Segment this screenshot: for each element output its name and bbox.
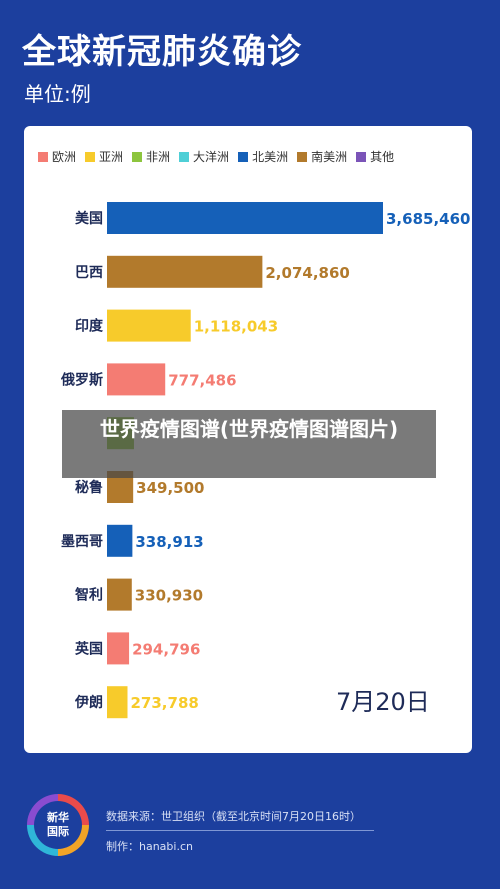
legend-label: 北美洲 <box>252 150 289 164</box>
bar <box>107 309 191 342</box>
xinhua-logo: 新华 国际 <box>27 794 89 856</box>
value-label: 349,500 <box>136 479 204 497</box>
footer-divider <box>106 830 374 831</box>
value-label: 338,913 <box>135 533 203 551</box>
legend-label: 欧洲 <box>52 150 77 164</box>
category-label: 智利 <box>74 587 103 604</box>
legend-swatch <box>85 151 96 162</box>
bar <box>107 524 133 557</box>
legend-item: 北美洲 <box>238 148 288 165</box>
legend-swatch <box>238 151 249 162</box>
legend-item: 非洲 <box>132 148 170 165</box>
legend-item: 欧洲 <box>38 148 76 165</box>
logo-text-line1: 新华 <box>47 811 69 824</box>
legend-label: 非洲 <box>146 150 171 164</box>
legend-item: 亚洲 <box>85 148 123 165</box>
value-label: 1,118,043 <box>194 318 278 336</box>
logo-text-line2: 国际 <box>47 825 69 838</box>
legend-label: 亚洲 <box>99 150 124 164</box>
category-label: 伊朗 <box>74 694 103 711</box>
legend-item: 大洋洲 <box>179 148 229 165</box>
legend-swatch <box>297 151 308 162</box>
category-label: 俄罗斯 <box>60 371 103 388</box>
legend-swatch <box>356 151 367 162</box>
unit-label: 单位:例 <box>24 82 91 106</box>
caption-overlay: 世界疫情图谱(世界疫情图谱图片) <box>62 410 436 478</box>
value-label: 273,788 <box>131 694 199 712</box>
page-title: 全球新冠肺炎确诊 <box>22 32 302 72</box>
legend-label: 其他 <box>370 150 395 164</box>
value-label: 330,930 <box>135 587 203 605</box>
category-label: 美国 <box>75 210 103 227</box>
category-label: 英国 <box>74 640 103 657</box>
value-label: 3,685,460 <box>386 210 470 228</box>
legend-label: 大洋洲 <box>193 150 230 164</box>
category-label: 秘鲁 <box>75 479 103 496</box>
legend-item: 其他 <box>356 148 394 165</box>
data-source: 数据来源：世卫组织（截至北京时间7月20日16时） <box>106 810 361 823</box>
category-label: 印度 <box>75 318 104 335</box>
bar-chart: 美国 3,685,460 巴西 2,074,860 印度 1,118,043 俄罗斯 777,… <box>60 202 470 719</box>
date-label: 7月20日 <box>336 688 430 716</box>
value-label: 294,796 <box>132 640 200 658</box>
category-label: 墨西哥 <box>61 534 103 550</box>
value-label: 2,074,860 <box>265 264 349 282</box>
bar <box>107 202 383 234</box>
bar <box>107 632 130 665</box>
legend-swatch <box>38 151 48 162</box>
bar <box>107 686 128 719</box>
legend-swatch <box>179 151 190 162</box>
maker-credit: 制作：hanabi.cn <box>106 840 193 853</box>
chart-legend: 欧洲 亚洲 非洲 大洋洲 北美洲 南美洲 其他 <box>38 148 394 165</box>
value-label: 777,486 <box>168 371 236 389</box>
legend-swatch <box>132 151 143 162</box>
bar <box>107 578 132 611</box>
legend-item: 南美洲 <box>297 148 347 165</box>
bar <box>107 363 166 396</box>
bar <box>107 255 263 288</box>
legend-label: 南美洲 <box>311 150 348 164</box>
category-label: 巴西 <box>75 265 103 281</box>
